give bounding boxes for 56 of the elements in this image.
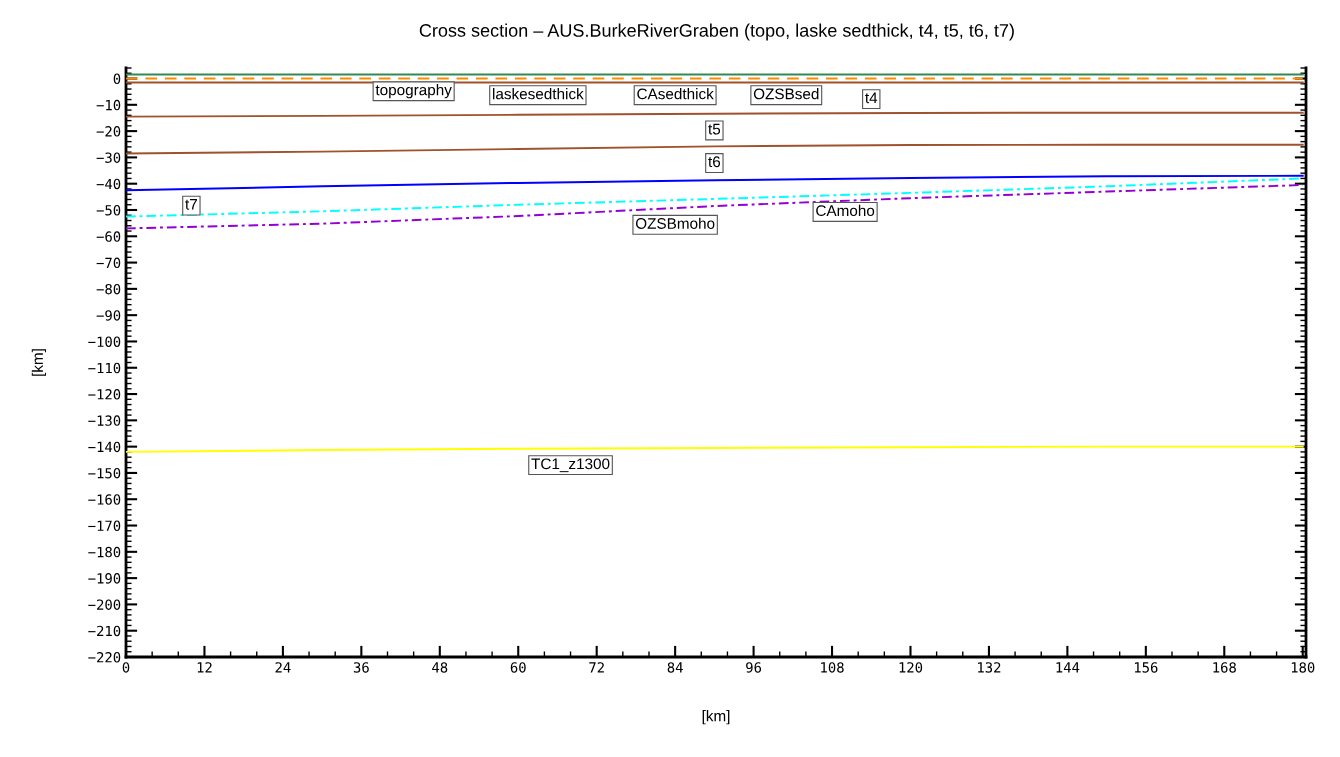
annotation: CAsedthick (637, 88, 714, 100)
y-tick-label: −130 (88, 415, 121, 426)
y-tick-label: −30 (96, 152, 121, 163)
annotation: OZSBsed (753, 88, 819, 100)
x-tick-label: 36 (353, 662, 369, 673)
y-tick-label: −140 (88, 441, 121, 453)
x-tick-label: 84 (667, 662, 683, 673)
line-series (126, 184, 1304, 230)
y-tick-label: −120 (88, 389, 121, 400)
y-tick-label: −220 (88, 652, 121, 663)
line-series (126, 143, 1304, 155)
y-tick-label: −10 (96, 99, 121, 111)
chart-title: Cross section – AUS.BurkeRiverGraben (topo, laske sedthick, t4, t5, t6, t7) (419, 23, 1014, 41)
x-tick-label: 120 (899, 662, 923, 673)
annotation: CAmoho (816, 204, 875, 217)
y-tick-label: −40 (96, 178, 121, 190)
x-axis-title: [km] (702, 710, 730, 725)
x-tick-label: 96 (746, 662, 762, 673)
y-tick-label: −110 (88, 362, 121, 374)
y-tick-label: −180 (88, 546, 121, 558)
y-tick-label: −60 (96, 231, 121, 242)
y-tick-label: −20 (96, 126, 121, 137)
y-tick-label: −50 (96, 205, 121, 216)
x-tick-label: 168 (1213, 662, 1236, 673)
line-series (126, 174, 1304, 192)
x-tick-label: 12 (197, 662, 212, 673)
x-tick-label: 144 (1056, 662, 1080, 673)
x-tick-label: 156 (1134, 662, 1158, 673)
x-tick-label: 72 (589, 662, 604, 673)
y-tick-label: −100 (88, 336, 121, 347)
x-tick-label: 108 (821, 662, 844, 673)
annotation: topography (375, 84, 452, 99)
annotation: t4 (865, 92, 878, 104)
annotation: t5 (708, 123, 721, 135)
y-tick-label: −200 (88, 599, 121, 610)
annotation: t7 (185, 199, 197, 210)
y-tick-label: 0 (113, 73, 121, 85)
y-axis-title: [km] (31, 349, 47, 376)
x-tick-label: 24 (275, 662, 291, 673)
x-tick-label: 0 (122, 662, 130, 673)
y-tick-label: −190 (88, 573, 121, 584)
y-tick-label: −90 (96, 310, 121, 321)
y-tick-label: −80 (96, 283, 121, 295)
y-tick-label: −160 (88, 494, 121, 505)
annotation: t6 (708, 156, 721, 168)
annotation: TC1_z1300 (531, 458, 610, 473)
y-tick-label: −170 (88, 520, 121, 532)
y-tick-label: −70 (96, 257, 121, 269)
x-tick-label: 48 (432, 662, 448, 673)
y-tick-label: −150 (88, 467, 121, 479)
annotation: laskesedthick (493, 88, 584, 100)
x-tick-label: 180 (1291, 662, 1315, 673)
annotation: OZSBmoho (635, 217, 715, 229)
x-tick-label: 132 (978, 662, 1001, 673)
x-tick-label: 60 (510, 662, 526, 673)
y-tick-label: −210 (88, 625, 121, 637)
